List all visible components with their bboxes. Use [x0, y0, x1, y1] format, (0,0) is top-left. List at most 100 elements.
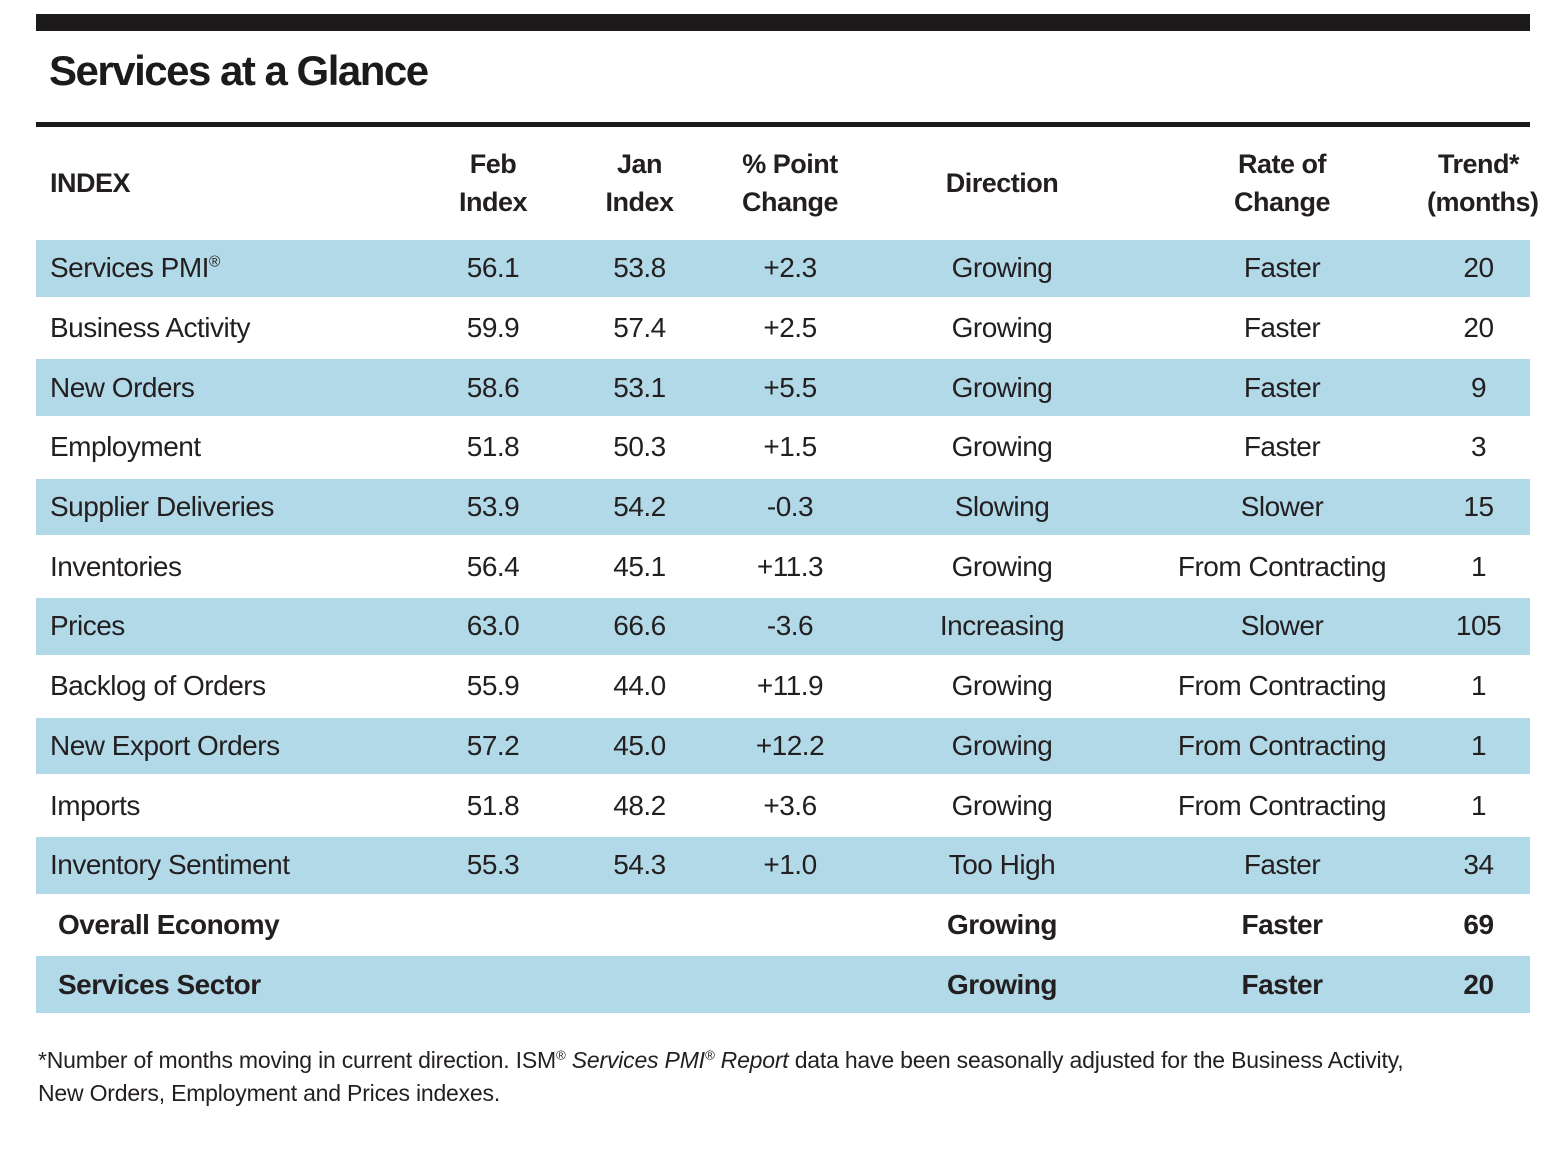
cell-rate: Faster: [1137, 298, 1427, 360]
cell-index: Backlog of Orders: [36, 656, 420, 718]
cell-direction: Growing: [867, 656, 1137, 718]
cell-direction: Growing: [867, 417, 1137, 479]
cell-direction: Too High: [867, 835, 1137, 897]
table-row: Inventory Sentiment 55.3 54.3 +1.0 Too High F…: [36, 835, 1530, 897]
cell-direction: Slowing: [867, 477, 1137, 539]
cell-feb: 51.8: [420, 775, 566, 837]
cell-trend: 3: [1427, 417, 1530, 479]
footnote-segment: New Orders, Employment and Prices indexe…: [38, 1080, 501, 1106]
top-accent-bar: [36, 14, 1530, 31]
cell-jan: 54.2: [566, 477, 713, 539]
cell-jan: 48.2: [566, 775, 713, 837]
footnote-segment: Report: [714, 1047, 789, 1073]
footnote-line: *Number of months moving in current dire…: [38, 1044, 1404, 1077]
cell-feb: 57.2: [420, 716, 566, 778]
cell-trend: 20: [1427, 954, 1530, 1016]
cell-change: +5.5: [713, 357, 867, 420]
cell-jan: 45.0: [566, 716, 713, 778]
registered-mark: ®: [208, 254, 220, 272]
table-row: Overall Economy Growing Faster 69: [36, 895, 1530, 957]
header-rate-of-change: Rate of Change: [1233, 148, 1331, 217]
header-index: INDEX: [50, 167, 131, 198]
cell-feb: 56.1: [420, 240, 566, 300]
cell-index: Prices: [36, 596, 420, 658]
cell-trend: 15: [1427, 477, 1530, 539]
cell-rate: From Contracting: [1137, 775, 1427, 837]
cell-feb: 63.0: [420, 596, 566, 658]
cell-trend: 69: [1427, 895, 1530, 957]
cell-feb: 55.3: [420, 835, 566, 897]
title-divider-rule: [36, 122, 1530, 127]
cell-direction: Growing: [867, 954, 1137, 1016]
table-row: Supplier Deliveries 53.9 54.2 -0.3 Slowing Sl…: [36, 477, 1530, 539]
cell-trend: 1: [1427, 775, 1530, 837]
header-row: INDEX Feb Index Jan Index % Point Change…: [36, 127, 1539, 240]
cell-feb: 59.9: [420, 298, 566, 360]
cell-direction: Growing: [867, 536, 1137, 599]
cell-feb: [420, 895, 566, 957]
cell-direction: Increasing: [867, 596, 1137, 658]
table-body: Services PMI® 56.1 53.8 +2.3 Growing Faster 20…: [36, 240, 1530, 1016]
cell-index: Services Sector: [36, 954, 420, 1016]
cell-trend: 34: [1427, 835, 1530, 897]
table-row: Imports 51.8 48.2 +3.6 Growing From Contracti…: [36, 775, 1530, 837]
cell-feb: 58.6: [420, 357, 566, 420]
cell-rate: Faster: [1137, 357, 1427, 420]
header-point-change: % Point Change: [741, 148, 839, 217]
cell-change: +1.5: [713, 417, 867, 479]
cell-change: +1.0: [713, 835, 867, 897]
cell-jan: 57.4: [566, 298, 713, 360]
cell-change: +11.9: [713, 656, 867, 718]
cell-index: New Orders: [36, 357, 420, 420]
footnote: *Number of months moving in current dire…: [38, 1044, 1404, 1110]
footnote-segment: *Number of months moving in current dire…: [38, 1047, 556, 1073]
cell-rate: Slower: [1137, 596, 1427, 658]
table-row: Prices 63.0 66.6 -3.6 Increasing Slower 105: [36, 596, 1530, 658]
cell-change: +3.6: [713, 775, 867, 837]
cell-rate: From Contracting: [1137, 656, 1427, 718]
services-at-a-glance-table: INDEX Feb Index Jan Index % Point Change…: [36, 127, 1539, 1016]
cell-feb: 53.9: [420, 477, 566, 539]
cell-rate: From Contracting: [1137, 536, 1427, 599]
cell-index: Imports: [36, 775, 420, 837]
cell-rate: Faster: [1137, 954, 1427, 1016]
cell-trend: 20: [1427, 298, 1530, 360]
footnote-segment: Services PMI: [571, 1047, 705, 1073]
table-row: Backlog of Orders 55.9 44.0 +11.9 Growing Fro…: [36, 656, 1530, 718]
header-jan-index: Jan Index: [605, 148, 674, 217]
table-row: Employment 51.8 50.3 +1.5 Growing Faster 3: [36, 417, 1530, 479]
footnote-segment: ®: [555, 1047, 566, 1063]
table-row: Business Activity 59.9 57.4 +2.5 Growing Fast…: [36, 298, 1530, 360]
footnote-segment: ®: [704, 1047, 715, 1063]
table-row: Inventories 56.4 45.1 +11.3 Growing From Cont…: [36, 536, 1530, 599]
cell-rate: Faster: [1137, 895, 1427, 957]
cell-change: +2.5: [713, 298, 867, 360]
cell-rate: Faster: [1137, 835, 1427, 897]
cell-jan: 50.3: [566, 417, 713, 479]
cell-direction: Growing: [867, 240, 1137, 300]
cell-trend: 105: [1427, 596, 1530, 658]
cell-direction: Growing: [867, 775, 1137, 837]
cell-change: -3.6: [713, 596, 867, 658]
cell-jan: 44.0: [566, 656, 713, 718]
cell-feb: 56.4: [420, 536, 566, 599]
cell-rate: Slower: [1137, 477, 1427, 539]
cell-change: [713, 895, 867, 957]
cell-trend: 20: [1427, 240, 1530, 300]
cell-index: Employment: [36, 417, 420, 479]
cell-direction: Growing: [867, 357, 1137, 420]
cell-rate: From Contracting: [1137, 716, 1427, 778]
cell-trend: 1: [1427, 656, 1530, 718]
footnote-segment: data have been seasonally adjusted for t…: [788, 1047, 1404, 1073]
cell-trend: 9: [1427, 357, 1530, 420]
cell-index: Supplier Deliveries: [36, 477, 420, 539]
cell-jan: 53.8: [566, 240, 713, 300]
cell-feb: 55.9: [420, 656, 566, 718]
page-title: Services at a Glance: [49, 47, 429, 94]
cell-feb: [420, 954, 566, 1016]
cell-index: Inventory Sentiment: [36, 835, 420, 897]
cell-jan: 53.1: [566, 357, 713, 420]
cell-jan: 54.3: [566, 835, 713, 897]
cell-index: New Export Orders: [36, 716, 420, 778]
